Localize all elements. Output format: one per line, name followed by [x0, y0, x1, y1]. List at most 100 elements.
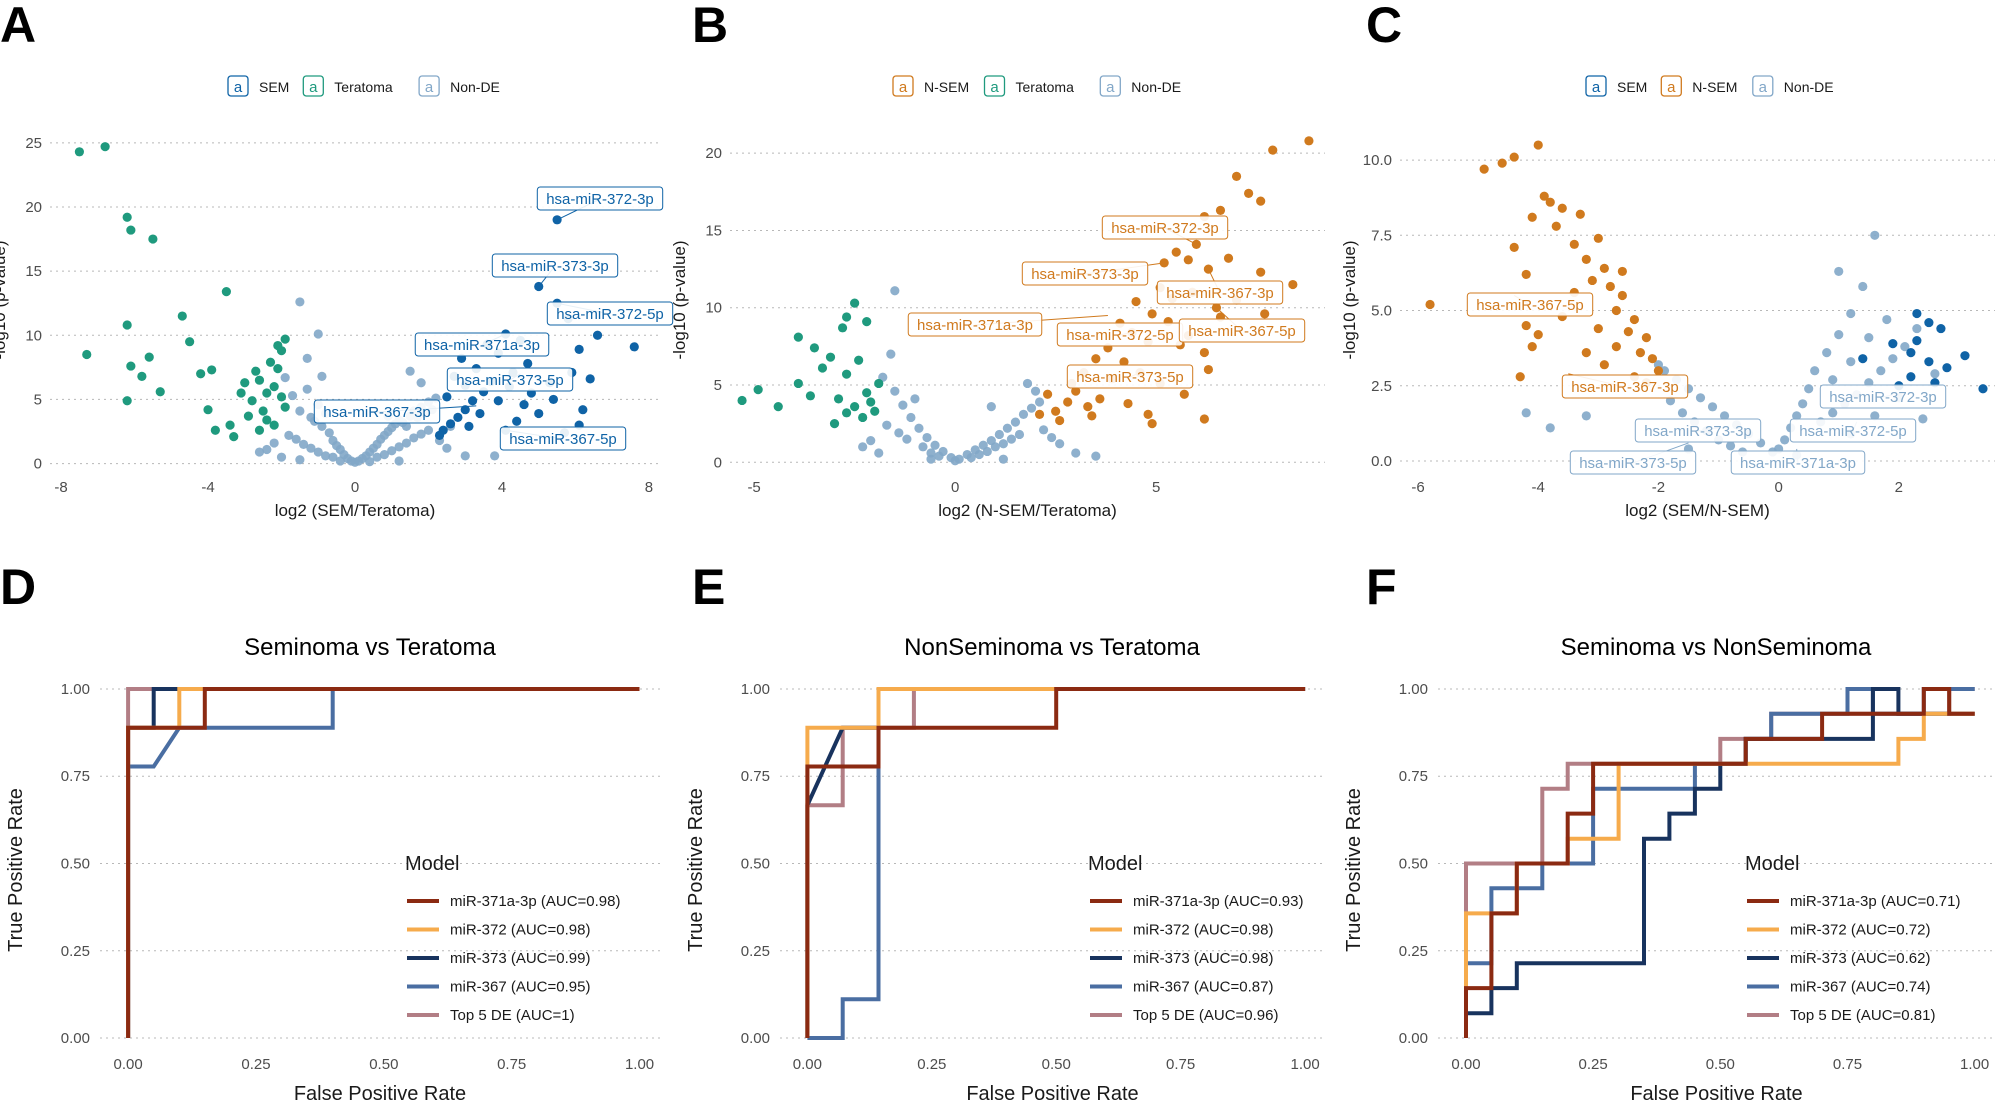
volcano-plot-c: 0.0 2.5 5.0 7.5 10.0 -6 -4 -2 0 2 log2 (SEM/N-SEM)…: [1340, 140, 1995, 520]
data-point: [1071, 386, 1081, 396]
y-tick-label: 0: [34, 456, 42, 473]
data-point: [1870, 230, 1880, 240]
data-point: [335, 456, 345, 466]
y-tick-label: 15: [705, 222, 722, 239]
y-tick-label: 0.50: [1399, 855, 1428, 872]
data-point: [394, 442, 404, 452]
data-point: [126, 225, 136, 235]
x-tick-label: 0.50: [1706, 1056, 1735, 1073]
data-point: [854, 355, 864, 365]
legend-label: miR-371a-3p (AUC=0.98): [450, 893, 621, 910]
data-point: [1545, 423, 1555, 433]
data-point: [291, 434, 301, 444]
y-tick-label: 0.25: [1399, 943, 1428, 960]
data-point: [974, 449, 984, 460]
data-point: [254, 447, 265, 457]
gene-label-box: [491, 253, 619, 278]
x-tick-label: 2: [1895, 479, 1903, 496]
data-point: [1063, 397, 1073, 407]
data-point: [1002, 423, 1012, 433]
gene-label-text: hsa-miR-367-5p: [509, 431, 617, 448]
gene-label-box: [1066, 364, 1194, 389]
data-point: [1304, 136, 1314, 146]
data-point: [1123, 398, 1133, 409]
data-point: [1171, 247, 1181, 257]
data-point: [1268, 145, 1278, 155]
panel-d: D Seminoma vs Teratoma 0.00 0.25 0.50 0.75 1.…: [0, 559, 660, 1105]
data-point: [295, 455, 305, 465]
data-point: [423, 425, 434, 435]
panel-letter-e: E: [692, 559, 725, 615]
data-point: [493, 396, 503, 406]
data-point: [1593, 233, 1603, 243]
data-point: [998, 439, 1008, 449]
data-point: [313, 329, 323, 339]
legend-title: Model: [1745, 853, 1799, 875]
x-tick-label: -2: [1652, 479, 1665, 496]
data-point: [578, 405, 588, 415]
x-tick-label: 0: [951, 479, 959, 496]
data-point: [1912, 323, 1922, 334]
data-point: [1707, 402, 1718, 412]
panel-letter-d: D: [0, 559, 36, 615]
data-point: [236, 388, 246, 398]
data-point: [1587, 275, 1597, 286]
x-tick-label: 0.00: [1451, 1056, 1480, 1073]
data-point: [866, 436, 876, 446]
gene-label-box: [1819, 384, 1947, 409]
data-point: [793, 332, 803, 342]
x-tick-label: -4: [201, 479, 214, 496]
data-point: [276, 346, 287, 356]
gene-label-box: [1561, 374, 1689, 399]
data-point: [1288, 279, 1298, 290]
y-tick-label: 0.25: [61, 943, 90, 960]
data-point: [137, 371, 147, 381]
data-point: [1930, 369, 1940, 379]
x-tick-label: -4: [1532, 479, 1545, 496]
x-tick-label: 5: [1152, 479, 1160, 496]
data-point: [453, 412, 463, 422]
data-point: [1888, 354, 1898, 364]
gene-label-text: hsa-miR-373-3p: [501, 258, 609, 275]
legend-label: Top 5 DE (AUC=0.81): [1790, 1007, 1935, 1024]
x-axis-title: log2 (N-SEM/Teratoma): [938, 501, 1117, 520]
data-point: [1834, 266, 1844, 277]
legend-item-mir-371a-3p: miR-371a-3p (AUC=0.71): [1747, 893, 1961, 910]
data-point: [122, 396, 132, 406]
gene-label-text: hsa-miR-371a-3p: [424, 337, 540, 354]
data-point: [882, 420, 892, 430]
data-point: [1611, 305, 1621, 316]
data-point: [982, 446, 992, 457]
volcano-plot-b: 0 5 10 15 20 -5 0 5 log2 (N-SEM/Teratoma) -log10 …: [670, 136, 1325, 520]
data-point: [144, 352, 154, 362]
legend-key-glyph: a: [425, 79, 434, 96]
data-point: [998, 454, 1008, 464]
data-point: [1810, 366, 1820, 376]
legend-label: Teratoma: [334, 79, 393, 95]
data-point: [1539, 191, 1549, 201]
data-point: [1509, 242, 1519, 252]
data-point: [592, 330, 603, 340]
x-tick-label: 0.00: [793, 1056, 822, 1073]
legend-c: a SEM a N-SEM a Non-DE: [1585, 75, 1834, 97]
y-tick-label: 1.00: [741, 681, 770, 698]
gene-label: hsa-miR-367-5p: [1466, 292, 1594, 317]
gene-label-text: hsa-miR-367-3p: [1166, 285, 1274, 302]
data-point: [1780, 435, 1790, 445]
data-point: [122, 212, 132, 222]
roc-legend: Model miR-371a-3p (AUC=0.98) miR-372 (AUC=…: [405, 853, 621, 1024]
data-point: [321, 451, 331, 461]
data-point: [262, 388, 272, 398]
data-point: [442, 443, 452, 453]
gene-label-box: [1178, 318, 1306, 343]
data-point: [1792, 411, 1802, 421]
data-point: [1147, 309, 1157, 319]
gene-label: hsa-miR-373-5p: [1066, 364, 1194, 389]
gene-label-box: [546, 301, 674, 326]
data-point: [1912, 336, 1922, 346]
data-point: [1846, 308, 1856, 319]
data-point: [148, 234, 158, 244]
data-point: [629, 342, 639, 352]
data-point: [1906, 372, 1916, 382]
gene-label: hsa-miR-371a-3p: [907, 312, 1108, 337]
